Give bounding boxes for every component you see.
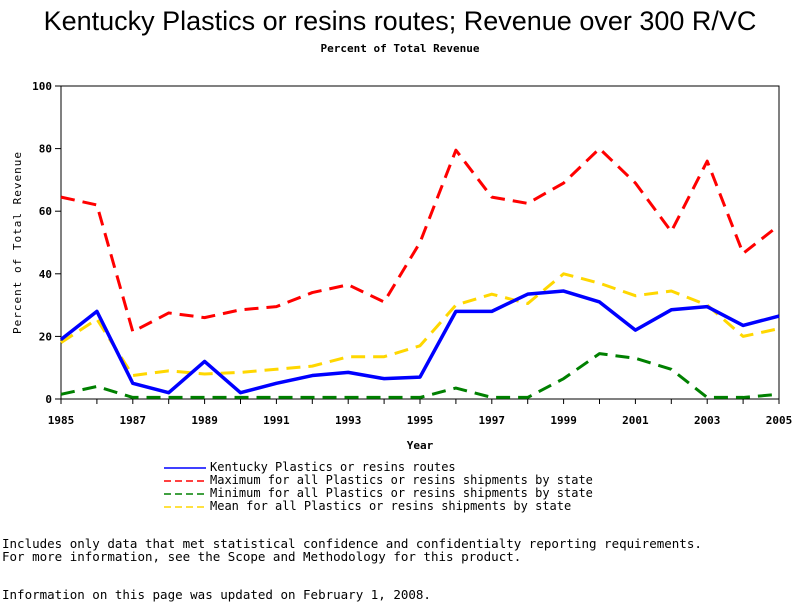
legend-swatch (164, 500, 206, 513)
legend-item: Mean for all Plastics or resins shipment… (164, 500, 593, 513)
x-tick-label: 1991 (263, 414, 290, 427)
x-tick-label: 1985 (48, 414, 75, 427)
series-line (61, 274, 779, 376)
series-line (61, 291, 779, 393)
note-methodology: For more information, see the Scope and … (2, 549, 521, 564)
legend-label: Mean for all Plastics or resins shipment… (210, 500, 571, 513)
y-tick-label: 100 (32, 80, 52, 93)
x-tick-label: 1999 (550, 414, 577, 427)
x-tick-label: 2005 (766, 414, 793, 427)
y-tick-label: 20 (39, 330, 52, 343)
x-tick-label: 1995 (407, 414, 434, 427)
x-tick-label: 1997 (479, 414, 506, 427)
y-tick-label: 40 (39, 268, 52, 281)
y-tick-label: 60 (39, 205, 52, 218)
x-tick-label: 1989 (191, 414, 218, 427)
y-tick-label: 80 (39, 143, 52, 156)
legend-swatch (164, 487, 206, 500)
y-axis-label: Percent of Total Revenue (11, 151, 24, 334)
y-tick-label: 0 (45, 393, 52, 406)
x-tick-label: 2003 (694, 414, 721, 427)
legend-swatch (164, 474, 206, 487)
legend-swatch (164, 461, 206, 474)
series-line (61, 149, 779, 332)
x-tick-label: 1987 (120, 414, 147, 427)
x-tick-label: 2001 (622, 414, 649, 427)
x-axis-label: Year (407, 439, 434, 452)
x-tick-label: 1993 (335, 414, 362, 427)
